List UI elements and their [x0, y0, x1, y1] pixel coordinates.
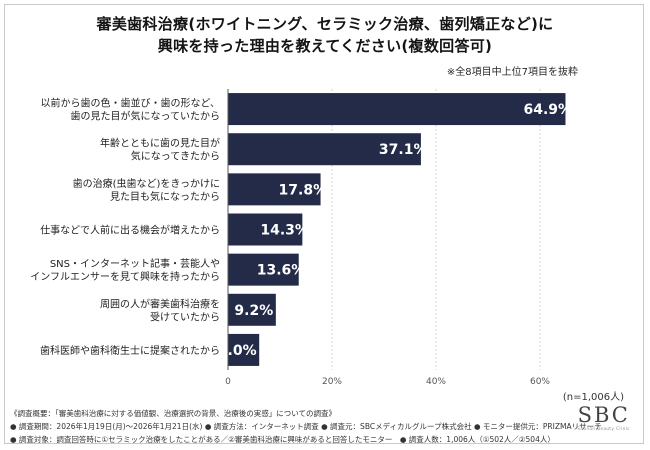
category-label: 歯の見た目が気になっていたから: [71, 110, 221, 123]
category-label: 年齢とともに歯の見た目が: [100, 137, 220, 150]
category-label: 歯科医師や歯科衛生士に提案されたから: [40, 344, 220, 357]
logo-subtext: Shonan Beauty Clinic: [577, 426, 630, 431]
survey-overview: 《調査概要：「審美歯科治療に対する価値観、治療選択の背景、治療後の実感」について…: [10, 409, 337, 418]
sbc-logo: SBC Shonan Beauty Clinic: [577, 404, 630, 431]
category-label: SNS・インターネット記事・芸能人や: [50, 257, 220, 270]
data-label: 14.3%: [260, 223, 309, 239]
bar-4: [228, 213, 303, 246]
x-tick-label: 0: [225, 377, 231, 387]
category-label: 歯の治療(虫歯など)をきっかけに: [73, 177, 220, 190]
data-label: 9.2%: [234, 303, 273, 319]
bar-2: [228, 133, 421, 166]
data-label: 37.1%: [379, 142, 428, 158]
survey-method: ● 調査期間：2026年1月19日(月)〜2026年1月21日(水) ● 調査方…: [10, 422, 602, 431]
selection-note: ※全8項目中上位7項目を抜粋: [446, 67, 578, 78]
chart-title-line2: 興味を持った理由を教えてください(複数回答可): [157, 37, 493, 55]
category-label: 受けていたから: [150, 311, 220, 323]
category-label: 以前から歯の色・歯並び・歯の形など、: [41, 97, 221, 110]
chart-title-line1: 審美歯科治療(ホワイトニング、セラミック治療、歯列矯正など)に: [96, 15, 554, 33]
bar-1: [228, 93, 566, 126]
survey-target: ● 調査対象：調査回答時に①セラミック治療をしたことがある／②審美歯科治療に興味…: [10, 435, 555, 444]
category-label: 周囲の人が審美歯科治療を: [100, 297, 220, 310]
x-tick-label: 60%: [530, 377, 550, 387]
data-label: 17.8%: [279, 182, 328, 198]
data-label: 6.0%: [218, 343, 257, 359]
chart-frame: [4, 4, 644, 444]
data-label: 64.9%: [523, 102, 572, 118]
bar-6: [228, 293, 276, 326]
data-label: 13.6%: [257, 263, 306, 279]
category-label: インフルエンサーを見て興味を持ったから: [30, 270, 220, 283]
x-tick-label: 20%: [322, 377, 342, 387]
bar-5: [228, 253, 299, 286]
category-label: 気になってきたから: [131, 150, 220, 163]
bar-7: [228, 333, 260, 366]
x-tick-label: 40%: [426, 377, 446, 387]
bar-3: [228, 173, 321, 206]
logo-text: SBC: [577, 403, 630, 427]
category-label: 仕事などで人前に出る機会が増えたから: [40, 224, 220, 237]
sample-size-label: (n=1,006人): [562, 392, 624, 403]
category-label: 見た目も気になったから: [110, 190, 220, 203]
